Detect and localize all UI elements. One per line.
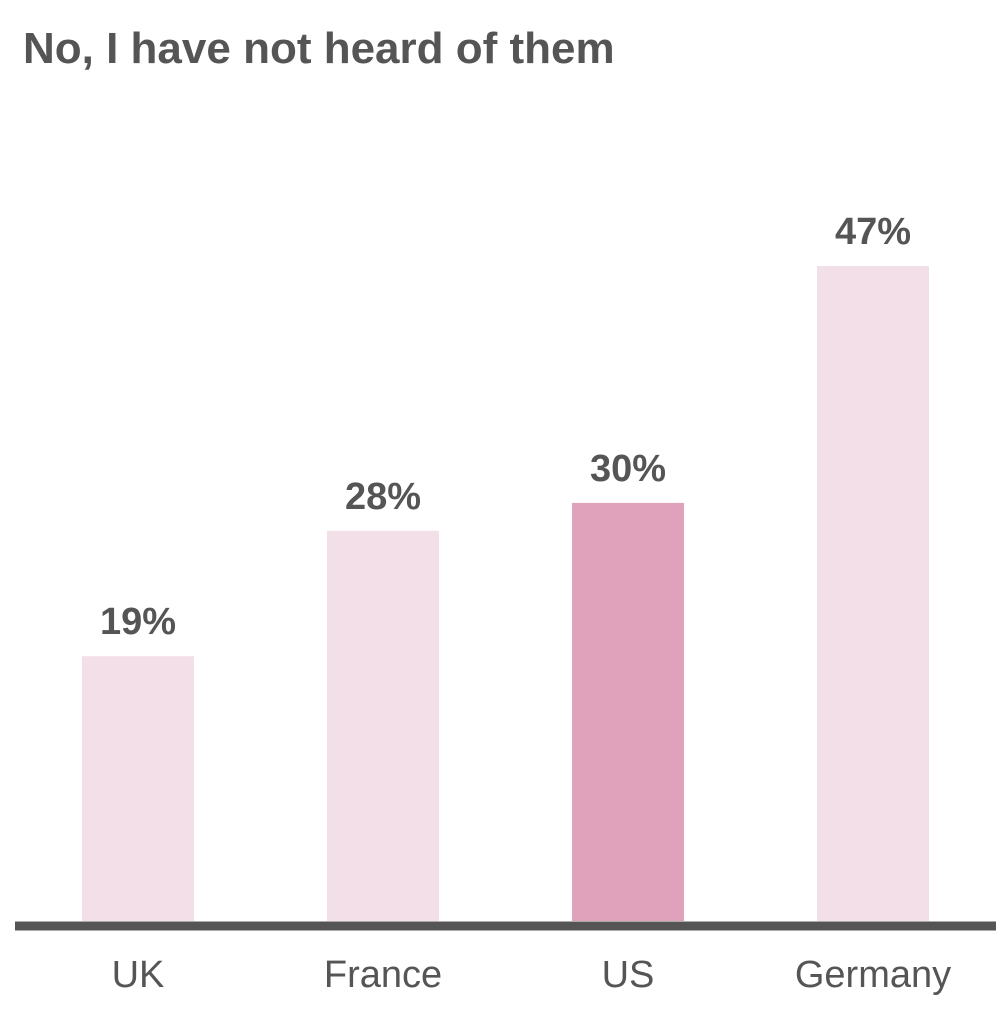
value-label-us: 30% xyxy=(590,448,666,490)
value-label-germany: 47% xyxy=(835,211,911,253)
bars-group xyxy=(82,266,929,921)
bar-france xyxy=(327,530,439,921)
category-label-germany: Germany xyxy=(795,954,951,996)
bar-germany xyxy=(817,266,929,921)
chart-title: No, I have not heard of them xyxy=(23,24,615,73)
category-label-france: France xyxy=(324,954,442,996)
bar-us xyxy=(572,502,684,921)
category-label-us: US xyxy=(602,954,655,996)
category-labels-group: UK France US Germany xyxy=(112,954,952,996)
value-labels-group: 19% 28% 30% 47% xyxy=(100,211,911,643)
value-label-uk: 19% xyxy=(100,601,176,643)
value-label-france: 28% xyxy=(345,476,421,518)
category-label-uk: UK xyxy=(112,954,165,996)
bar-uk xyxy=(82,656,194,921)
